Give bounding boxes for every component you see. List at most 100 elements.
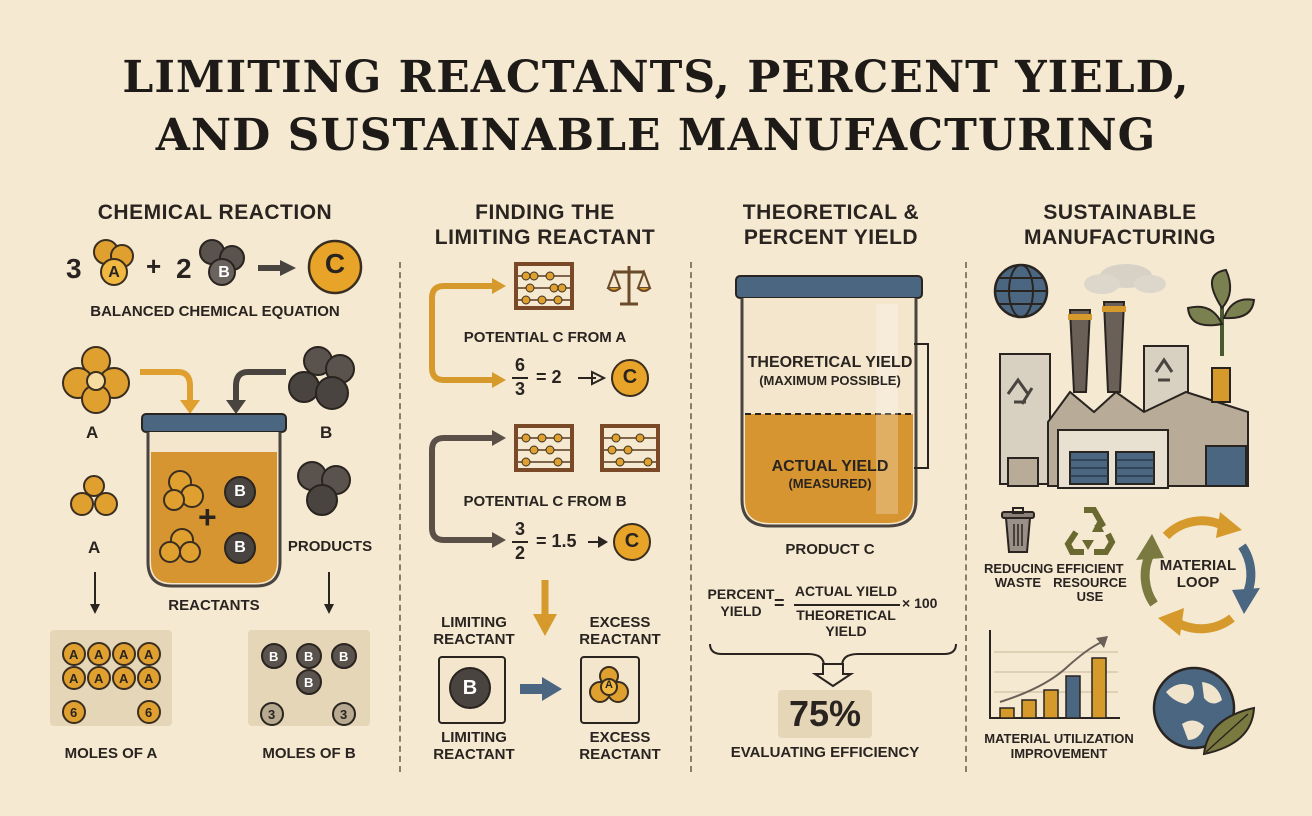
jar-plus: +	[198, 499, 217, 535]
title-line-2: AND SUSTAINABLE MANUFACTURING	[155, 110, 1157, 161]
title-line-1: LIMITING REACTANTS, PERCENT YIELD,	[122, 52, 1190, 103]
from-b-numerator: 3	[514, 519, 525, 539]
yield-heading-line-1: THEORETICAL &	[742, 201, 920, 224]
plant-icon	[1186, 268, 1256, 356]
moles-a-letters: A A A A A A A A 6 6	[50, 630, 172, 726]
bar-chart-icon	[989, 630, 1120, 719]
limiting-b-molecule-icon	[449, 667, 491, 709]
divider-1	[399, 262, 401, 772]
cluster-a-icon	[62, 346, 130, 414]
moles-a-letter: A	[119, 671, 129, 686]
label-products: PRODUCTS	[287, 538, 373, 555]
moles-a-letter: A	[119, 647, 129, 662]
material-loop-line-1: MATERIAL	[1159, 557, 1237, 574]
material-loop-line-2: LOOP	[1176, 574, 1220, 591]
reducing-waste-label: REDUCING WASTE	[984, 561, 1054, 591]
label-a-2: A	[88, 538, 101, 557]
moles-b-letter: B	[304, 649, 314, 664]
actual-yield-sub: (MEASURED)	[788, 476, 872, 491]
reaction-arrow-icon	[258, 260, 296, 276]
moles-a-letter: A	[69, 647, 79, 662]
eq-plus: +	[146, 251, 162, 281]
abacus-b2-icon	[600, 424, 660, 472]
limiting-to-excess-arrow-icon	[520, 677, 562, 701]
equation-caption: BALANCED CHEMICAL EQUATION	[90, 303, 340, 320]
limiting-heading-line-1: FINDING THE	[475, 201, 615, 224]
arrow-a-into-jar-icon	[140, 369, 200, 414]
arrow-to-c-b-icon	[588, 536, 608, 548]
jar-b-bottom: B	[234, 539, 246, 556]
label-a: A	[86, 423, 99, 442]
limiting-reactant-top: LIMITING REACTANT	[433, 614, 515, 648]
from-b-fraction-bar	[512, 541, 528, 543]
moles-a-letter: A	[144, 671, 154, 686]
divider-3	[965, 262, 967, 772]
moles-b-count: 3	[268, 707, 276, 722]
from-b-denominator: 2	[514, 543, 525, 563]
divider-2	[690, 262, 692, 772]
product-c-icon	[307, 239, 363, 295]
cluster-b-icon	[288, 346, 355, 410]
moles-a-molecules	[62, 642, 161, 724]
excess-reactant-bottom: EXCESS REACTANT	[579, 729, 661, 763]
small-cluster-b-icon	[297, 461, 351, 516]
scale-icon	[606, 266, 652, 306]
actual-yield-label: ACTUAL YIELD	[771, 458, 889, 475]
globe-icon	[993, 263, 1049, 319]
moles-b-caption: MOLES OF B	[262, 745, 356, 762]
trash-icon	[1001, 507, 1035, 553]
theoretical-yield-label: THEORETICAL YIELD	[747, 354, 913, 371]
excess-a-molecule-icon	[589, 666, 629, 703]
formula-bar	[794, 604, 900, 606]
jar-b-top: B	[234, 483, 246, 500]
efficient-line-2: RESOURCE	[1053, 575, 1127, 590]
label-b: B	[320, 423, 333, 442]
theoretical-bracket	[914, 343, 929, 469]
formula-equals: =	[774, 593, 785, 613]
eq-mol-b: B	[218, 264, 230, 281]
material-utilization-line-2: IMPROVEMENT	[1010, 746, 1108, 761]
formula-times: × 100	[902, 595, 938, 611]
moles-a-count: 6	[70, 705, 78, 720]
percent-caption: EVALUATING EFFICIENCY	[730, 744, 920, 761]
abacus-icon	[514, 262, 574, 310]
product-jar-icon	[735, 275, 923, 528]
sustainable-heading-line-1: SUSTAINABLE	[1043, 201, 1197, 224]
yield-heading-line-2: PERCENT YIELD	[743, 226, 919, 249]
from-a-product: C	[622, 366, 638, 388]
formula-denominator-1: THEORETICAL	[796, 607, 896, 623]
arrow-to-c-a-icon	[578, 370, 607, 386]
percent-box	[778, 690, 872, 738]
formula-denominator-2: YIELD	[825, 623, 867, 639]
down-arrow-a-icon	[90, 572, 100, 614]
moles-b-letters: B B B B 3 3	[248, 630, 370, 726]
small-cluster-a-icon	[70, 475, 118, 516]
chemical-reaction-heading: CHEMICAL REACTION	[97, 201, 333, 224]
jar-caption: REACTANTS	[168, 597, 260, 614]
reactant-jar-icon	[141, 413, 287, 588]
recycle-icon	[1064, 507, 1116, 555]
factory-icon	[999, 264, 1249, 489]
earth-leaf-icon	[1152, 666, 1256, 756]
limiting-reactant-bottom: LIMITING REACTANT	[433, 729, 515, 763]
excess-reactant-top: EXCESS REACTANT	[579, 614, 661, 648]
product-c-caption: PRODUCT C	[785, 541, 875, 558]
from-b-result: = 1.5	[536, 531, 577, 551]
potential-c-from-b: POTENTIAL C FROM B	[463, 493, 627, 510]
efficient-line-1: EFFICIENT	[1056, 561, 1124, 576]
bracket-arrow-b-icon	[429, 430, 506, 548]
arrow-b-into-jar-icon	[226, 369, 286, 414]
eq-mol-a: A	[108, 264, 120, 281]
formula-numerator: ACTUAL YIELD	[794, 583, 898, 599]
molecule-b-icon	[199, 239, 245, 286]
abacus-b1-icon	[514, 424, 574, 472]
limiting-heading-line-2: LIMITING REACTANT	[434, 226, 656, 249]
moles-a-letter: A	[94, 671, 104, 686]
down-arrow-result-icon	[533, 580, 557, 636]
from-a-numerator: 6	[514, 355, 525, 375]
moles-b-letter: B	[304, 675, 314, 690]
moles-a-letter: A	[144, 647, 154, 662]
product-c-a-icon	[611, 359, 649, 397]
moles-b-letter: B	[339, 649, 349, 664]
coef-a: 3	[66, 253, 82, 284]
